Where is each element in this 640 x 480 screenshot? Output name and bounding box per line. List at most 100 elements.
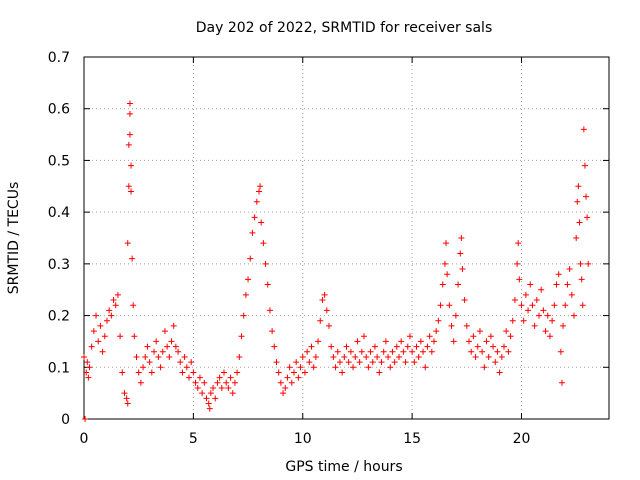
data-point <box>581 162 588 169</box>
data-point <box>376 369 383 376</box>
data-point <box>90 328 97 335</box>
data-point <box>350 364 357 371</box>
data-point <box>218 384 225 391</box>
data-point <box>411 359 418 366</box>
data-point <box>319 297 326 304</box>
data-point <box>234 369 241 376</box>
data-point <box>166 353 173 360</box>
data-point <box>515 240 522 247</box>
data-point <box>170 322 177 329</box>
data-point <box>97 322 104 329</box>
data-point <box>501 343 507 350</box>
y-tick-label: 0.4 <box>48 205 70 221</box>
data-point <box>417 338 424 345</box>
data-point <box>509 317 516 324</box>
data-point <box>374 353 381 360</box>
data-point <box>201 379 208 386</box>
data-point <box>229 390 236 397</box>
data-point <box>212 395 219 402</box>
data-point <box>529 302 536 309</box>
data-point <box>137 379 144 386</box>
data-point <box>121 390 128 397</box>
data-point <box>210 384 217 391</box>
data-point <box>85 374 92 381</box>
data-point <box>310 364 317 371</box>
data-point <box>264 281 271 288</box>
data-point <box>148 369 155 376</box>
data-point <box>326 322 332 329</box>
data-point <box>124 400 131 407</box>
data-point <box>347 348 354 355</box>
data-point <box>95 338 102 345</box>
data-point <box>288 379 295 386</box>
data-point <box>522 291 529 298</box>
x-tick-label: 0 <box>80 431 89 447</box>
data-point <box>378 359 385 366</box>
data-point <box>356 359 363 366</box>
data-point <box>507 333 514 340</box>
data-point <box>131 333 138 340</box>
data-point <box>459 266 466 273</box>
data-point <box>354 338 361 345</box>
data-point <box>315 338 322 345</box>
data-point <box>286 364 293 371</box>
data-point <box>393 343 400 350</box>
data-point <box>188 359 195 366</box>
data-point <box>468 348 475 355</box>
data-point <box>365 364 372 371</box>
data-point <box>577 260 584 267</box>
data-point <box>83 369 90 376</box>
data-point <box>583 193 590 200</box>
data-point <box>542 328 549 335</box>
data-point <box>253 198 260 205</box>
data-point <box>479 348 486 355</box>
data-point <box>328 343 335 350</box>
data-point <box>304 348 311 355</box>
data-point <box>463 322 470 329</box>
data-point <box>496 369 503 376</box>
y-tick-label: 0.3 <box>48 257 70 273</box>
data-point <box>295 374 302 381</box>
data-point <box>428 348 435 355</box>
data-point <box>190 369 197 376</box>
data-point <box>214 379 221 386</box>
data-point <box>457 250 464 257</box>
data-point <box>400 348 407 355</box>
data-point <box>426 333 433 340</box>
data-point <box>380 348 387 355</box>
data-point <box>101 333 108 340</box>
data-point <box>330 353 337 360</box>
data-point <box>514 260 521 267</box>
data-point <box>128 162 135 169</box>
data-point <box>485 353 492 360</box>
y-tick-label: 0.7 <box>48 50 70 66</box>
data-point <box>110 297 117 304</box>
data-point <box>221 369 227 376</box>
data-point <box>367 348 374 355</box>
x-axis-label: GPS time / hours <box>285 459 402 475</box>
data-point <box>415 353 422 360</box>
data-point <box>323 307 330 314</box>
data-point <box>406 333 413 340</box>
data-point <box>258 219 265 226</box>
data-point <box>301 369 308 376</box>
data-point <box>312 353 319 360</box>
data-point <box>135 369 142 376</box>
data-point <box>336 359 343 366</box>
data-point <box>284 374 291 381</box>
data-point <box>164 343 171 350</box>
data-point <box>108 312 115 319</box>
data-point <box>546 333 553 340</box>
data-point <box>277 379 284 386</box>
data-point <box>579 302 586 309</box>
data-point <box>117 333 124 340</box>
data-point <box>574 198 581 205</box>
data-point <box>490 343 497 350</box>
data-point <box>441 260 448 267</box>
data-point <box>317 317 324 324</box>
data-marks <box>81 100 592 422</box>
data-point <box>424 343 431 350</box>
data-point <box>297 364 304 371</box>
data-point <box>161 328 168 335</box>
data-point <box>531 322 538 329</box>
